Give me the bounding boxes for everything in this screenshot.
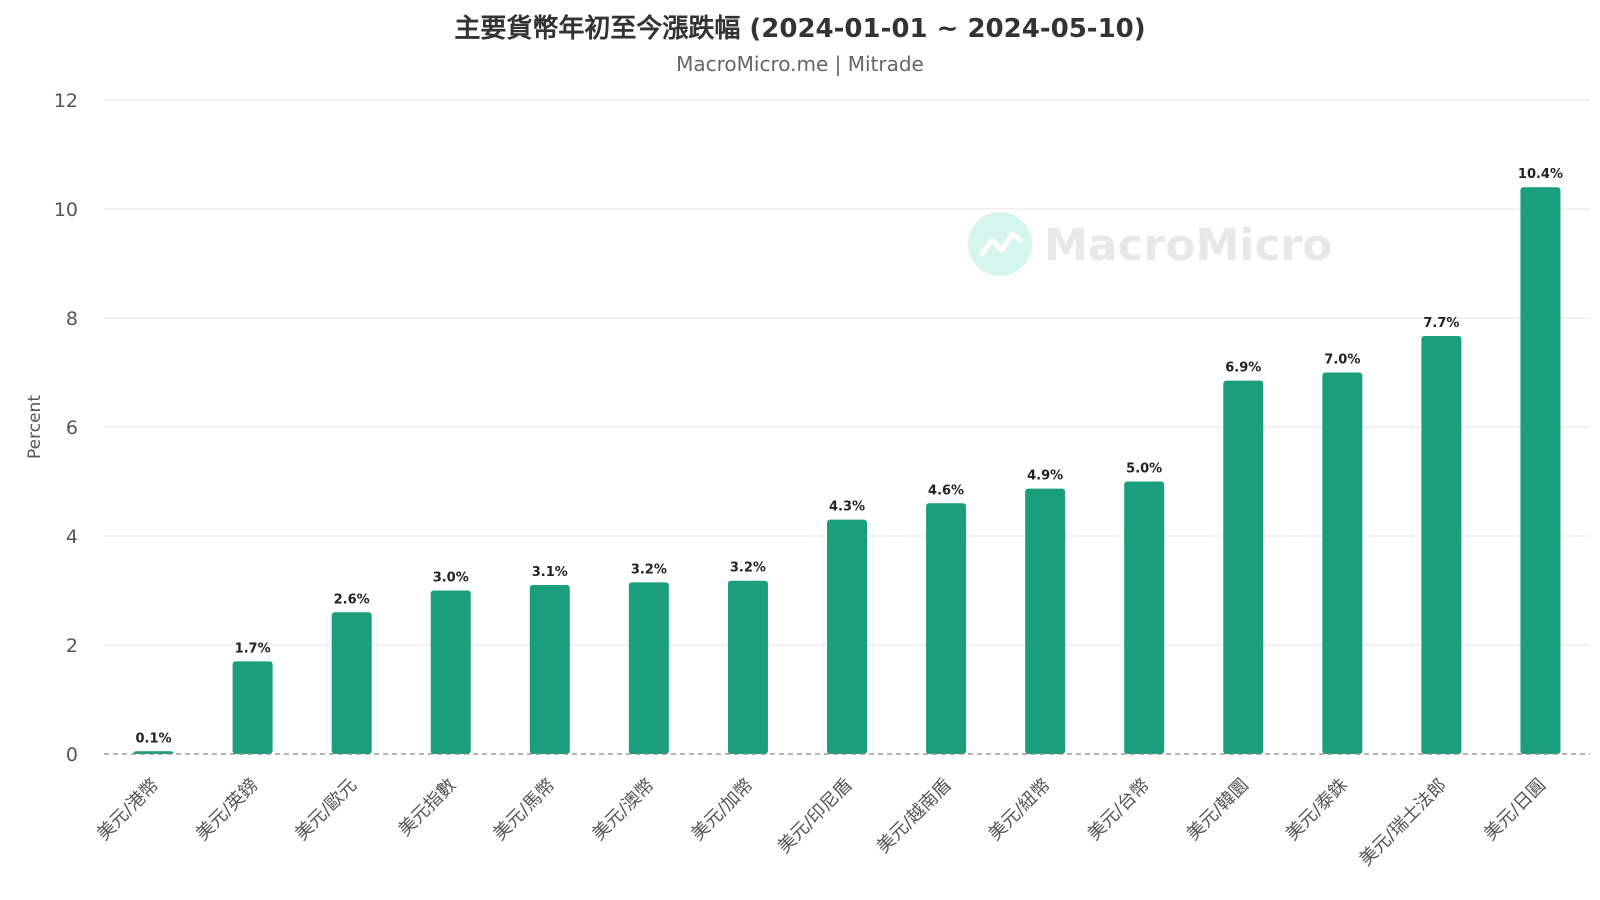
x-tick-label: 美元/澳幣: [588, 775, 658, 845]
logo-zigzag: [979, 231, 1023, 257]
x-tick-label: 美元/韓圜: [1183, 775, 1253, 845]
y-axis: 0 2 4 6 8 10 12: [54, 90, 78, 766]
x-tick-label: 美元/越南盾: [873, 775, 956, 858]
x-tick-label: 美元/馬幣: [489, 775, 559, 845]
data-label: 6.9%: [1225, 361, 1261, 376]
watermark-text: MacroMicro: [1044, 220, 1332, 271]
macromicro-logo-icon: [968, 212, 1032, 276]
bar: [529, 585, 570, 754]
x-axis: 美元/港幣 美元/英鎊 美元/歐元 美元指數 美元/馬幣 美元/澳幣 美元/加幣 美元/印尼盾…: [93, 775, 1550, 871]
y-tick-label: 10: [54, 199, 78, 221]
data-label: 0.1%: [136, 731, 172, 746]
y-tick-label: 2: [66, 635, 78, 657]
bar: [1421, 335, 1462, 754]
x-tick-label: 美元/港幣: [93, 775, 163, 845]
y-tick-label: 8: [66, 308, 78, 330]
data-label: 3.2%: [730, 561, 766, 576]
bar: [331, 612, 372, 754]
bar: [628, 582, 669, 754]
data-label: 4.9%: [1027, 469, 1063, 484]
x-tick-label: 美元/歐元: [291, 775, 361, 845]
bar: [133, 751, 174, 754]
data-label: 3.2%: [631, 562, 667, 577]
bar: [827, 519, 867, 754]
data-label: 5.0%: [1126, 462, 1162, 477]
bar: [1520, 187, 1561, 754]
x-tick-label: 美元/印尼盾: [774, 775, 857, 858]
data-label: 7.0%: [1324, 353, 1360, 368]
x-tick-label: 美元/加幣: [687, 775, 757, 845]
data-label: 4.6%: [928, 483, 964, 498]
x-tick-label: 美元/日圓: [1480, 775, 1550, 845]
y-tick-label: 6: [66, 417, 78, 439]
bar: [727, 580, 768, 754]
bar: [1322, 372, 1363, 754]
x-tick-label: 美元/英鎊: [192, 775, 262, 845]
x-tick-label: 美元/瑞士法郎: [1355, 775, 1451, 871]
bar: [1124, 481, 1165, 754]
x-tick-label: 美元/台幣: [1084, 775, 1154, 845]
y-tick-label: 4: [66, 526, 78, 548]
bar: [430, 590, 471, 754]
y-axis-label: Percent: [25, 395, 45, 459]
x-tick-label: 美元指數: [395, 775, 461, 841]
bar: [232, 661, 273, 754]
y-tick-label: 12: [54, 90, 78, 112]
chart-subtitle: MacroMicro.me | Mitrade: [676, 52, 924, 76]
data-label: 7.7%: [1423, 316, 1459, 331]
data-label: 2.6%: [334, 592, 370, 607]
chart-title: 主要貨幣年初至今漲跌幅 (2024-01-01 ~ 2024-05-10): [454, 14, 1146, 44]
bar: [1025, 488, 1066, 754]
data-label: 3.1%: [532, 565, 568, 580]
bar: [926, 503, 967, 754]
data-label: 3.0%: [433, 571, 469, 586]
x-tick-label: 美元/泰銖: [1282, 775, 1352, 845]
bar: [1223, 380, 1264, 754]
y-tick-label: 0: [66, 744, 78, 766]
data-label: 10.4%: [1518, 167, 1563, 182]
x-tick-label: 美元/紐幣: [985, 775, 1055, 845]
data-label: 1.7%: [235, 641, 271, 656]
watermark: MacroMicro: [968, 212, 1332, 276]
data-labels: 0.1% 1.7% 2.6% 3.0% 3.1% 3.2% 3.2% 4.3% 4.6% 4.9%…: [136, 167, 1564, 746]
bars: [133, 187, 1561, 754]
data-label: 4.3%: [829, 500, 865, 515]
